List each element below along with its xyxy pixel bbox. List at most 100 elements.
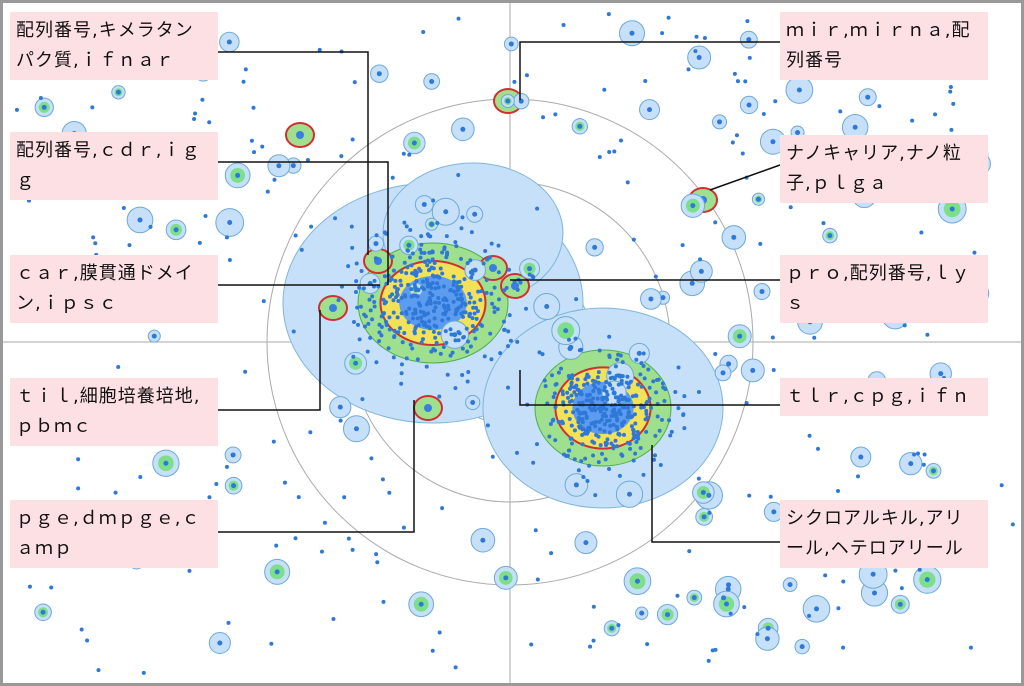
point (813, 606, 819, 612)
point (578, 389, 583, 394)
point (602, 429, 607, 434)
point (443, 209, 449, 215)
point (653, 274, 658, 279)
point (1010, 522, 1015, 527)
point (349, 224, 354, 229)
point (490, 454, 495, 459)
point (418, 303, 423, 308)
point (492, 305, 497, 310)
point (656, 377, 661, 382)
point (401, 525, 406, 530)
point (693, 49, 698, 54)
topic-label: ｐｒｏ,配列番号,ｌｙｓ (780, 255, 988, 323)
point (518, 280, 523, 285)
point (476, 289, 481, 294)
point (569, 436, 574, 441)
point (505, 98, 511, 104)
point (377, 339, 382, 344)
point (569, 381, 574, 386)
point (339, 154, 344, 159)
point (771, 367, 776, 372)
point (566, 448, 571, 453)
point (241, 79, 246, 84)
point (632, 434, 637, 439)
point (604, 407, 609, 412)
point (580, 433, 585, 438)
point (634, 357, 639, 362)
point (549, 551, 554, 556)
point (197, 240, 202, 245)
point (402, 220, 407, 225)
point (556, 370, 561, 375)
point (652, 453, 657, 458)
point (377, 330, 382, 335)
point (390, 292, 395, 297)
point (472, 311, 477, 316)
point (595, 375, 600, 380)
point (362, 312, 367, 317)
point (787, 582, 793, 588)
point (391, 355, 396, 360)
point (76, 457, 81, 462)
point (231, 483, 237, 489)
point (561, 22, 566, 27)
point (337, 404, 343, 410)
point (440, 271, 445, 276)
point (336, 298, 341, 303)
point (713, 647, 718, 652)
point (410, 346, 415, 351)
point (433, 305, 438, 310)
point (626, 410, 631, 415)
leader (218, 51, 369, 255)
point (442, 247, 447, 252)
point (455, 285, 460, 290)
point (580, 442, 585, 447)
point (682, 394, 687, 399)
point (899, 586, 904, 591)
point (644, 411, 649, 416)
point (764, 636, 770, 642)
point (462, 277, 467, 282)
point (682, 426, 687, 431)
point (274, 569, 280, 575)
point (645, 400, 650, 405)
point (524, 73, 529, 78)
point (386, 346, 391, 351)
point (395, 315, 400, 320)
point (690, 203, 696, 209)
point (584, 374, 589, 379)
point (596, 370, 601, 375)
point (897, 601, 903, 607)
point (456, 173, 461, 178)
point (505, 344, 510, 349)
point (454, 244, 459, 249)
point (602, 87, 607, 92)
point (441, 344, 446, 349)
topic-label: 配列番号,キメラタンパク質,ｉｆｎａｒ (10, 12, 218, 80)
point (649, 405, 654, 410)
point (507, 267, 512, 272)
point (544, 304, 550, 310)
point (587, 398, 592, 403)
point (680, 243, 685, 248)
point (368, 335, 373, 340)
point (441, 297, 446, 302)
point (406, 242, 412, 248)
point (502, 288, 507, 293)
point (319, 549, 324, 554)
point (93, 241, 98, 246)
point (436, 295, 441, 300)
point (492, 285, 497, 290)
point (359, 269, 364, 274)
point (644, 429, 649, 434)
point (631, 427, 636, 432)
point (151, 333, 157, 339)
point (870, 571, 876, 577)
point (626, 385, 631, 390)
point (795, 130, 801, 136)
point (296, 495, 301, 500)
point (372, 304, 377, 309)
point (420, 337, 425, 342)
point (604, 389, 609, 394)
point (597, 154, 602, 159)
